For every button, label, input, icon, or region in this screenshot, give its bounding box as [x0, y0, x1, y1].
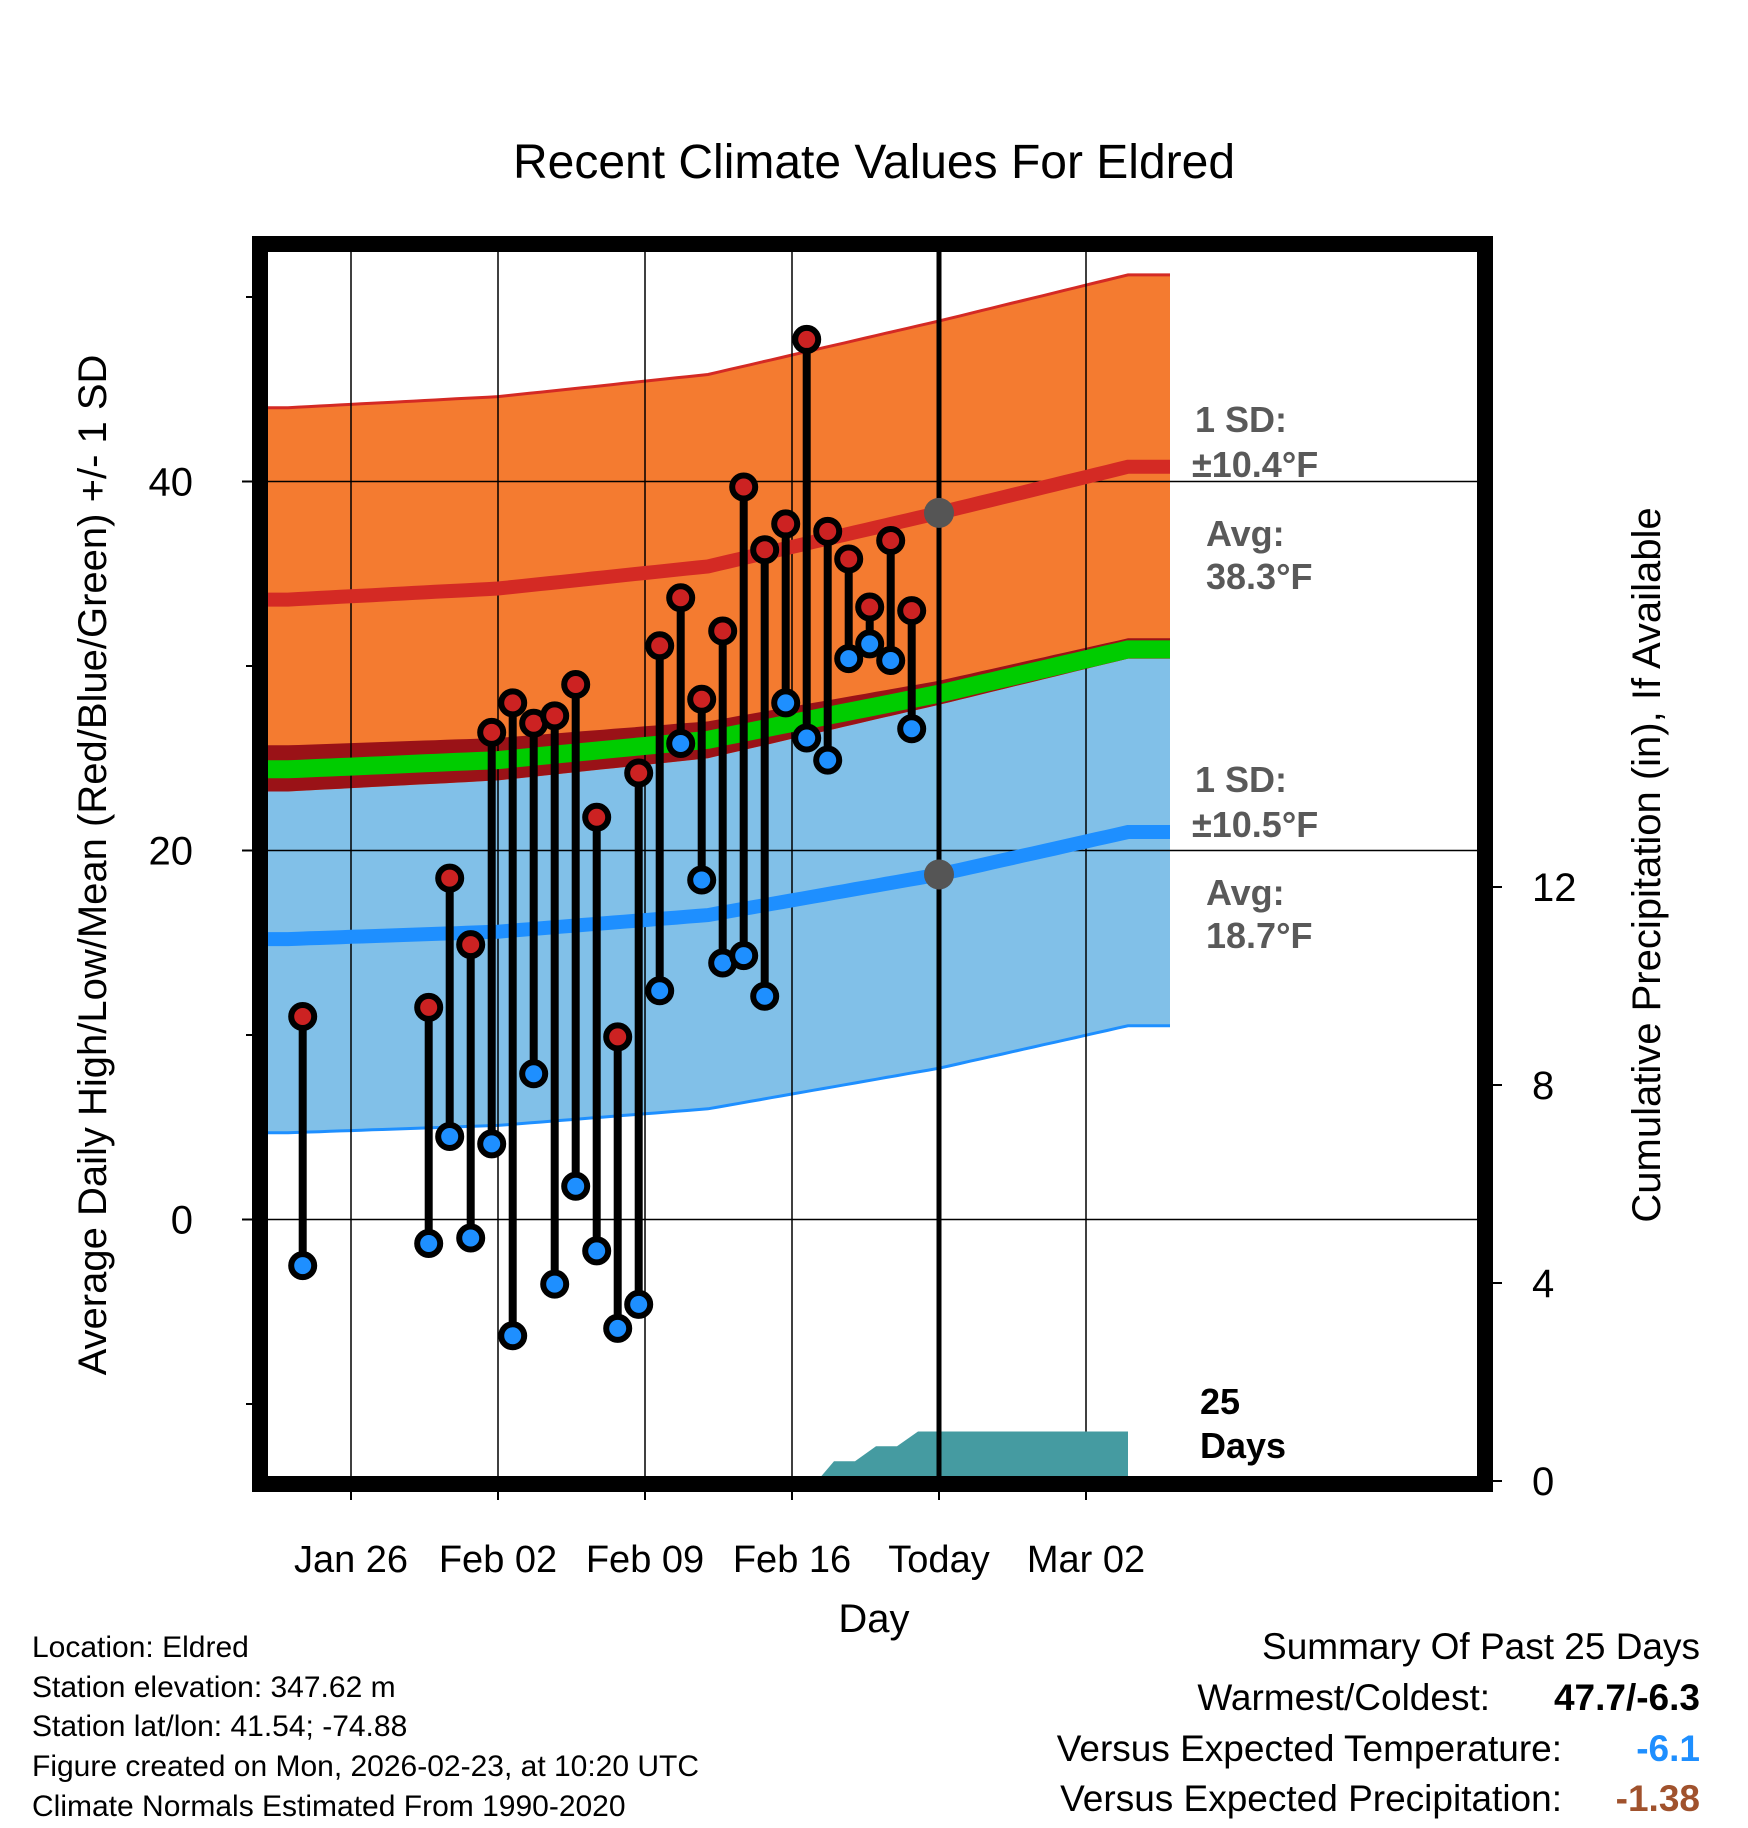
obs-low-point [729, 941, 759, 971]
obs-low-point [519, 1059, 549, 1089]
obs-high-point [792, 324, 822, 354]
high-upper-edge [265, 273, 1170, 410]
summary-warm-cold-label: Warmest/Coldest: [1197, 1677, 1490, 1718]
obs-high-point [624, 758, 654, 788]
obs-low-point [813, 745, 843, 775]
obs-high-point [456, 930, 486, 960]
normal-mean-line [265, 640, 1170, 779]
obs-high-point [876, 526, 906, 556]
obs-low-point [477, 1129, 507, 1159]
footer-location: Location: Eldred [32, 1631, 249, 1664]
x-tick-label: Jan 26 [294, 1539, 408, 1581]
obs-low-point [897, 714, 927, 744]
obs-low-point [540, 1269, 570, 1299]
obs-high-point [288, 1002, 318, 1032]
y-tick-label: 0 [171, 1199, 193, 1243]
y2-tick-label: 12 [1532, 866, 1577, 910]
obs-low-point [792, 723, 822, 753]
obs-low-point [855, 629, 885, 659]
low-avg-value: 18.7°F [1206, 915, 1312, 956]
footer-elevation: Station elevation: 347.62 m [32, 1671, 396, 1704]
obs-high-point [498, 688, 528, 718]
obs-high-point [603, 1022, 633, 1052]
obs-low-point [834, 644, 864, 674]
low-avg-label: Avg: [1206, 872, 1285, 913]
plot-frame [252, 236, 1493, 1492]
chart-title: Recent Climate Values For Eldred [513, 136, 1235, 189]
obs-low-point [435, 1121, 465, 1151]
days-word-label: Days [1200, 1425, 1286, 1466]
y2-tick-label: 0 [1532, 1460, 1554, 1504]
summary-vs-temp-label: Versus Expected Temperature: [1056, 1728, 1562, 1769]
obs-high-point [834, 544, 864, 574]
obs-high-point [666, 583, 696, 613]
obs-low-point [288, 1251, 318, 1281]
y-tick-label: 20 [149, 830, 194, 874]
summary-vs-precip-value: -1.38 [1615, 1778, 1700, 1819]
obs-high-point [477, 717, 507, 747]
y-axis-label: Average Daily High/Low/Mean (Red/Blue/Gr… [71, 355, 115, 1376]
footer-created: Figure created on Mon, 2026-02-23, at 10… [32, 1750, 700, 1783]
x-tick-label: Feb 09 [586, 1539, 704, 1581]
obs-high-point [729, 472, 759, 502]
summary-vs-precip-label: Versus Expected Precipitation: [1060, 1778, 1562, 1819]
obs-high-point [435, 863, 465, 893]
obs-low-point [414, 1228, 444, 1258]
low-avg-marker [924, 859, 954, 890]
normal-high-line [265, 459, 1170, 607]
days-count-label: 25 [1200, 1381, 1240, 1422]
high-avg-value: 38.3°F [1206, 556, 1312, 597]
obs-low-point [498, 1321, 528, 1351]
obs-low-point [582, 1236, 612, 1266]
obs-low-point [750, 981, 780, 1011]
obs-low-point [624, 1289, 654, 1319]
high-sd-label: 1 SD: [1195, 399, 1287, 440]
y-tick-label: 40 [149, 461, 194, 505]
summary-title: Summary Of Past 25 Days [1262, 1626, 1700, 1667]
obs-low-point [666, 728, 696, 758]
y2-axis-label: Cumulative Precipitation (in), If Availa… [1625, 507, 1669, 1222]
obs-high-point [582, 802, 612, 832]
x-tick-label: Feb 16 [733, 1539, 851, 1581]
obs-high-point [855, 592, 885, 622]
precip-area [819, 1431, 1128, 1478]
x-axis-label: Day [838, 1597, 909, 1641]
obs-high-point [708, 616, 738, 646]
obs-low-point [771, 688, 801, 718]
x-tick-label: Today [888, 1539, 989, 1581]
footer-normals: Climate Normals Estimated From 1990-2020 [32, 1790, 626, 1823]
obs-low-point [456, 1223, 486, 1253]
obs-high-point [540, 701, 570, 731]
obs-low-point [687, 865, 717, 895]
obs-high-point [813, 516, 843, 546]
low-sd-value: ±10.5°F [1192, 804, 1318, 845]
obs-low-point [561, 1171, 591, 1201]
normal-low-line [265, 825, 1170, 947]
high-avg-label: Avg: [1206, 513, 1285, 554]
y2-tick-label: 8 [1532, 1064, 1554, 1108]
y2-tick-label: 4 [1532, 1262, 1554, 1306]
x-tick-label: Mar 02 [1027, 1539, 1145, 1581]
obs-high-point [645, 631, 675, 661]
footer-latlon: Station lat/lon: 41.54; -74.88 [32, 1710, 408, 1743]
obs-low-point [645, 976, 675, 1006]
summary-vs-temp-value: -6.1 [1636, 1728, 1700, 1769]
obs-high-point [771, 509, 801, 539]
x-tick-label: Feb 02 [439, 1539, 557, 1581]
obs-high-point [897, 596, 927, 626]
low-lower-edge [265, 1024, 1170, 1135]
summary-warm-cold-value: 47.7/-6.3 [1553, 1677, 1700, 1718]
high-avg-marker [924, 497, 954, 528]
low-sd-label: 1 SD: [1195, 759, 1287, 800]
obs-high-point [561, 669, 591, 699]
obs-low-point [876, 645, 906, 675]
obs-low-point [603, 1313, 633, 1343]
high-sd-band [265, 274, 1170, 792]
high-sd-value: ±10.4°F [1192, 444, 1318, 485]
obs-high-point [687, 684, 717, 714]
obs-high-point [750, 535, 780, 565]
obs-high-point [414, 992, 444, 1022]
